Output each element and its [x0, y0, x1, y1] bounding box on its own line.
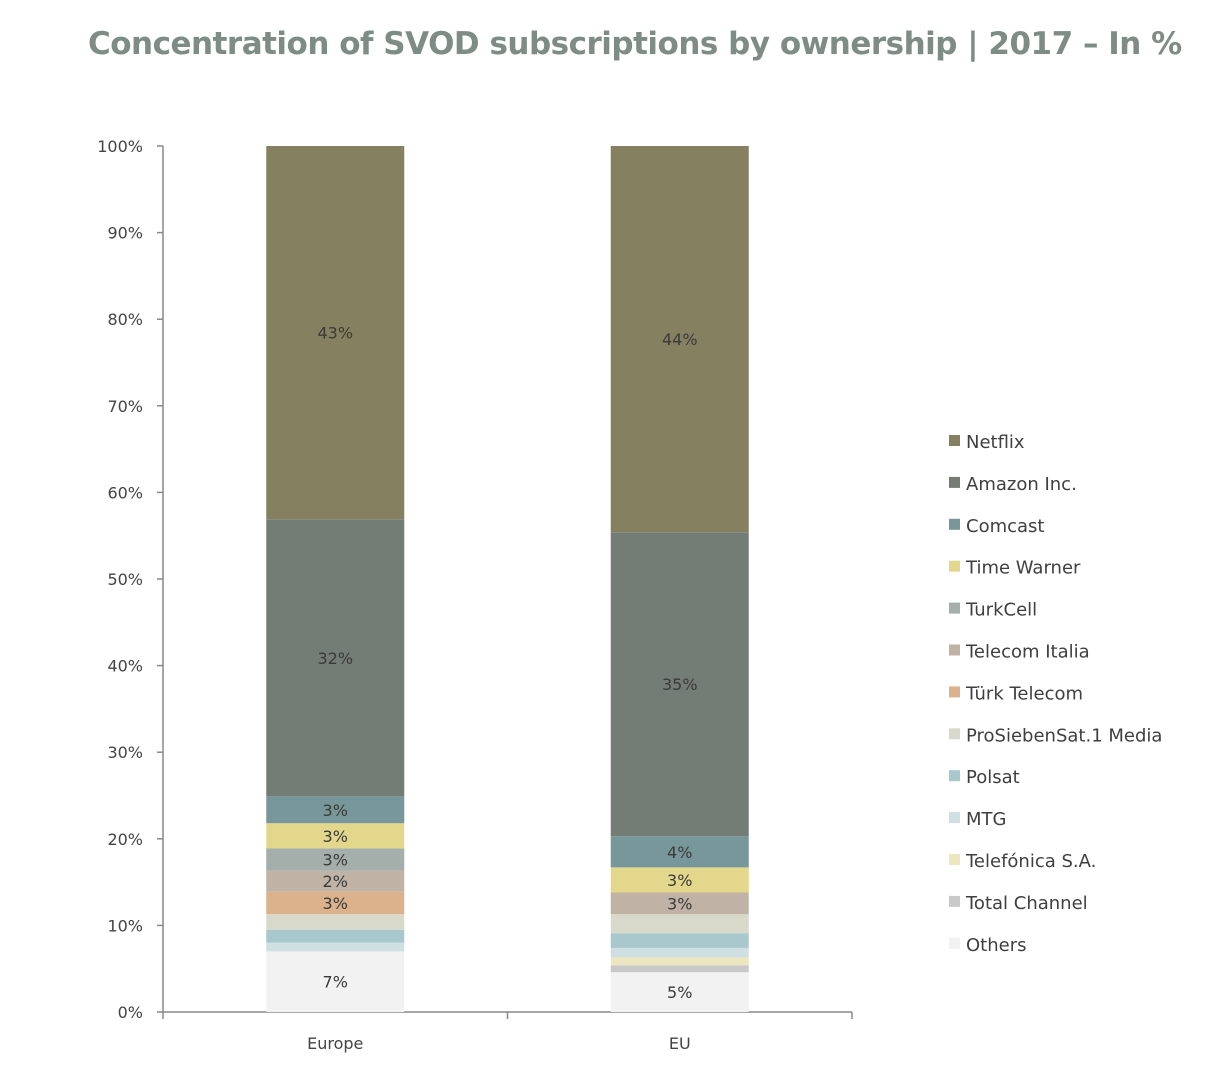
data-label: 5%: [667, 983, 692, 1002]
legend-label: Others: [966, 935, 1027, 956]
bar-segment-comcast: [266, 796, 405, 824]
bar-segment-telecom-italia: [266, 870, 405, 892]
data-label: 3%: [667, 894, 692, 913]
y-tick-label: 60%: [107, 483, 143, 502]
legend-label: TurkCell: [965, 600, 1037, 621]
bar-segment-telecom-italia: [610, 892, 749, 915]
y-tick-label: 90%: [107, 224, 143, 243]
bar-segment-netflix: [610, 146, 749, 533]
y-tick-label: 100%: [97, 137, 143, 156]
data-label: 35%: [662, 675, 698, 694]
legend-label: Total Channel: [965, 893, 1088, 914]
legend-swatch: [949, 937, 960, 949]
legend-label: ProSiebenSat.1 Media: [966, 725, 1162, 746]
bar-segment-polsat: [266, 929, 405, 943]
legend-swatch: [949, 686, 960, 698]
legend-label: Telefónica S.A.: [965, 851, 1096, 872]
y-tick-label: 20%: [107, 830, 143, 849]
data-label: 32%: [317, 649, 353, 668]
y-tick-label: 30%: [107, 743, 143, 762]
legend-label: Comcast: [966, 516, 1044, 537]
data-label: 43%: [317, 324, 353, 343]
x-tick-label: EU: [669, 1034, 691, 1053]
legend-swatch: [949, 602, 960, 614]
bar-segment-mtg: [266, 942, 405, 952]
legend-swatch: [949, 895, 960, 907]
bar-segment-prosiebensat-1-media: [610, 914, 749, 934]
bar-segment-t-rk-telecom: [266, 891, 405, 915]
bar-segment-polsat: [610, 933, 749, 948]
bar-segment-netflix: [266, 146, 405, 520]
data-label: 3%: [323, 851, 348, 870]
y-tick-label: 40%: [107, 657, 143, 676]
bar-segment-prosiebensat-1-media: [266, 914, 405, 930]
chart-title: Concentration of SVOD subscriptions by o…: [88, 26, 1182, 62]
legend-label: MTG: [966, 809, 1006, 830]
bar-segment-telef-nica-s-a-: [610, 957, 749, 966]
bar-segment-time-warner: [610, 867, 749, 893]
bar-segment-time-warner: [266, 823, 405, 849]
bar-segment-others: [610, 972, 749, 1012]
legend-label: Amazon Inc.: [966, 474, 1077, 495]
legend-swatch: [949, 518, 960, 530]
data-label: 7%: [323, 973, 348, 992]
bar-segment-mtg: [610, 947, 749, 958]
data-label: 3%: [323, 894, 348, 913]
y-tick-label: 80%: [107, 310, 143, 329]
legend-label: Türk Telecom: [965, 683, 1083, 704]
legend-swatch: [949, 476, 960, 488]
legend-swatch: [949, 770, 960, 782]
data-label: 3%: [323, 827, 348, 846]
data-label: 3%: [667, 871, 692, 890]
y-tick-label: 50%: [107, 570, 143, 589]
bar-segment-comcast: [610, 836, 749, 868]
y-tick-label: 70%: [107, 397, 143, 416]
bar-segment-turkcell: [266, 848, 405, 871]
legend-label: Time Warner: [965, 558, 1081, 579]
legend-label: Telecom Italia: [965, 642, 1090, 663]
data-label: 3%: [323, 801, 348, 820]
data-label: 2%: [323, 872, 348, 891]
bar-segment-amazon-inc-: [610, 532, 749, 837]
bar-segment-total-channel: [610, 965, 749, 973]
legend-swatch: [949, 644, 960, 656]
x-tick-label: Europe: [307, 1034, 363, 1053]
bar-segment-others: [266, 951, 405, 1012]
legend-swatch: [949, 812, 960, 824]
legend-swatch: [949, 728, 960, 740]
legend-label: Netflix: [966, 432, 1025, 453]
legend-swatch: [949, 560, 960, 572]
legend-label: Polsat: [966, 767, 1020, 788]
legend-swatch: [949, 854, 960, 865]
data-label: 4%: [667, 843, 692, 862]
data-label: 44%: [662, 330, 698, 349]
y-tick-label: 10%: [107, 916, 143, 935]
legend-swatch: [949, 435, 960, 446]
bar-segment-amazon-inc-: [266, 519, 405, 797]
y-tick-label: 0%: [118, 1003, 143, 1022]
